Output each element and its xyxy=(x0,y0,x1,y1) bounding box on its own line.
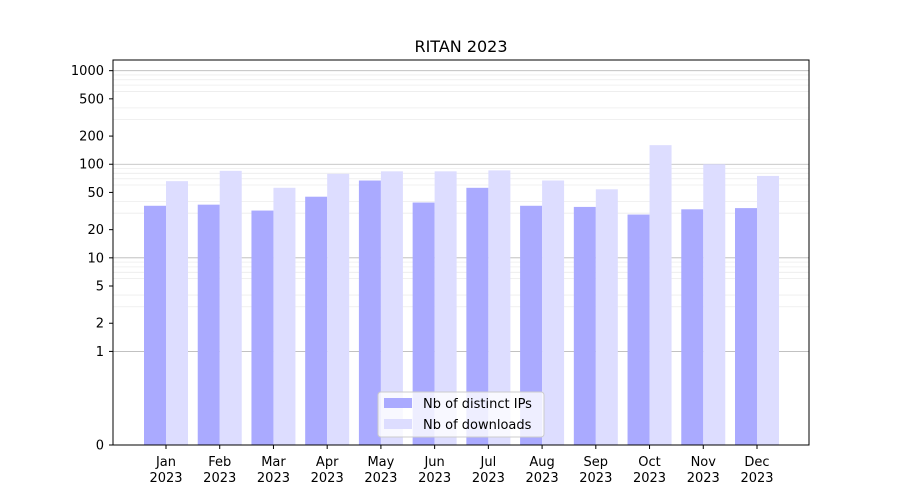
x-tick-label: Mar 2023 xyxy=(257,455,290,486)
chart-title: RITAN 2023 xyxy=(414,37,507,56)
bar-distinct-ips xyxy=(627,214,650,445)
bar-downloads xyxy=(166,181,188,445)
x-tick-label: Feb 2023 xyxy=(203,455,236,486)
bar-downloads xyxy=(649,145,672,445)
bar-distinct-ips xyxy=(358,180,381,446)
bar-distinct-ips xyxy=(735,208,757,445)
bar-distinct-ips xyxy=(305,196,328,445)
x-tick-label: Oct 2023 xyxy=(633,455,666,486)
y-tick-label: 500 xyxy=(79,92,104,107)
legend: Nb of distinct IPs Nb of downloads xyxy=(377,391,545,438)
bar-distinct-ips xyxy=(412,202,435,445)
bar-distinct-ips xyxy=(573,206,596,445)
y-tick-label: 20 xyxy=(87,223,104,238)
x-tick-label: Jan 2023 xyxy=(149,455,182,486)
bar-distinct-ips xyxy=(520,205,543,445)
bar-downloads xyxy=(595,189,618,445)
x-tick-label: Jul 2023 xyxy=(472,455,505,486)
y-tick-label: 100 xyxy=(79,158,104,173)
y-tick-label: 50 xyxy=(87,186,104,201)
bar-downloads xyxy=(273,187,296,445)
x-tick-label: May 2023 xyxy=(364,455,397,486)
bar-downloads xyxy=(380,171,403,445)
x-tick-label: Jun 2023 xyxy=(418,455,451,486)
legend-swatch xyxy=(384,398,412,408)
bars xyxy=(144,145,779,446)
bar-downloads xyxy=(703,164,726,445)
bar-downloads xyxy=(327,173,350,446)
y-tick-label: 2 xyxy=(96,317,104,332)
bar-distinct-ips xyxy=(197,204,220,445)
x-tick-label: Nov 2023 xyxy=(687,455,720,486)
legend-swatch xyxy=(384,419,412,429)
y-tick-label: 5 xyxy=(96,280,104,295)
bar-downloads xyxy=(757,175,779,445)
plot-frame xyxy=(112,59,810,446)
bar-distinct-ips xyxy=(144,205,166,445)
y-tick-label: 1000 xyxy=(71,64,104,79)
x-tick-label: Apr 2023 xyxy=(311,455,344,486)
bar-downloads xyxy=(434,171,457,445)
bar-distinct-ips xyxy=(681,209,704,445)
bar-downloads xyxy=(542,180,565,446)
y-tick-label: 1 xyxy=(96,345,104,360)
y-tick-label: 0 xyxy=(96,439,104,454)
bar-distinct-ips xyxy=(466,187,489,445)
legend-box xyxy=(377,391,545,438)
y-tick-label: 200 xyxy=(79,130,104,145)
x-tick-label: Aug 2023 xyxy=(526,455,559,486)
y-tick-label: 10 xyxy=(87,251,104,266)
legend-label: Nb of downloads xyxy=(423,418,532,433)
legend-label: Nb of distinct IPs xyxy=(423,397,532,412)
bar-downloads xyxy=(219,170,242,446)
bar-downloads xyxy=(488,170,511,445)
bar-distinct-ips xyxy=(251,210,274,445)
x-tick-label: Dec 2023 xyxy=(740,455,773,486)
x-tick-label: Sep 2023 xyxy=(579,455,612,486)
